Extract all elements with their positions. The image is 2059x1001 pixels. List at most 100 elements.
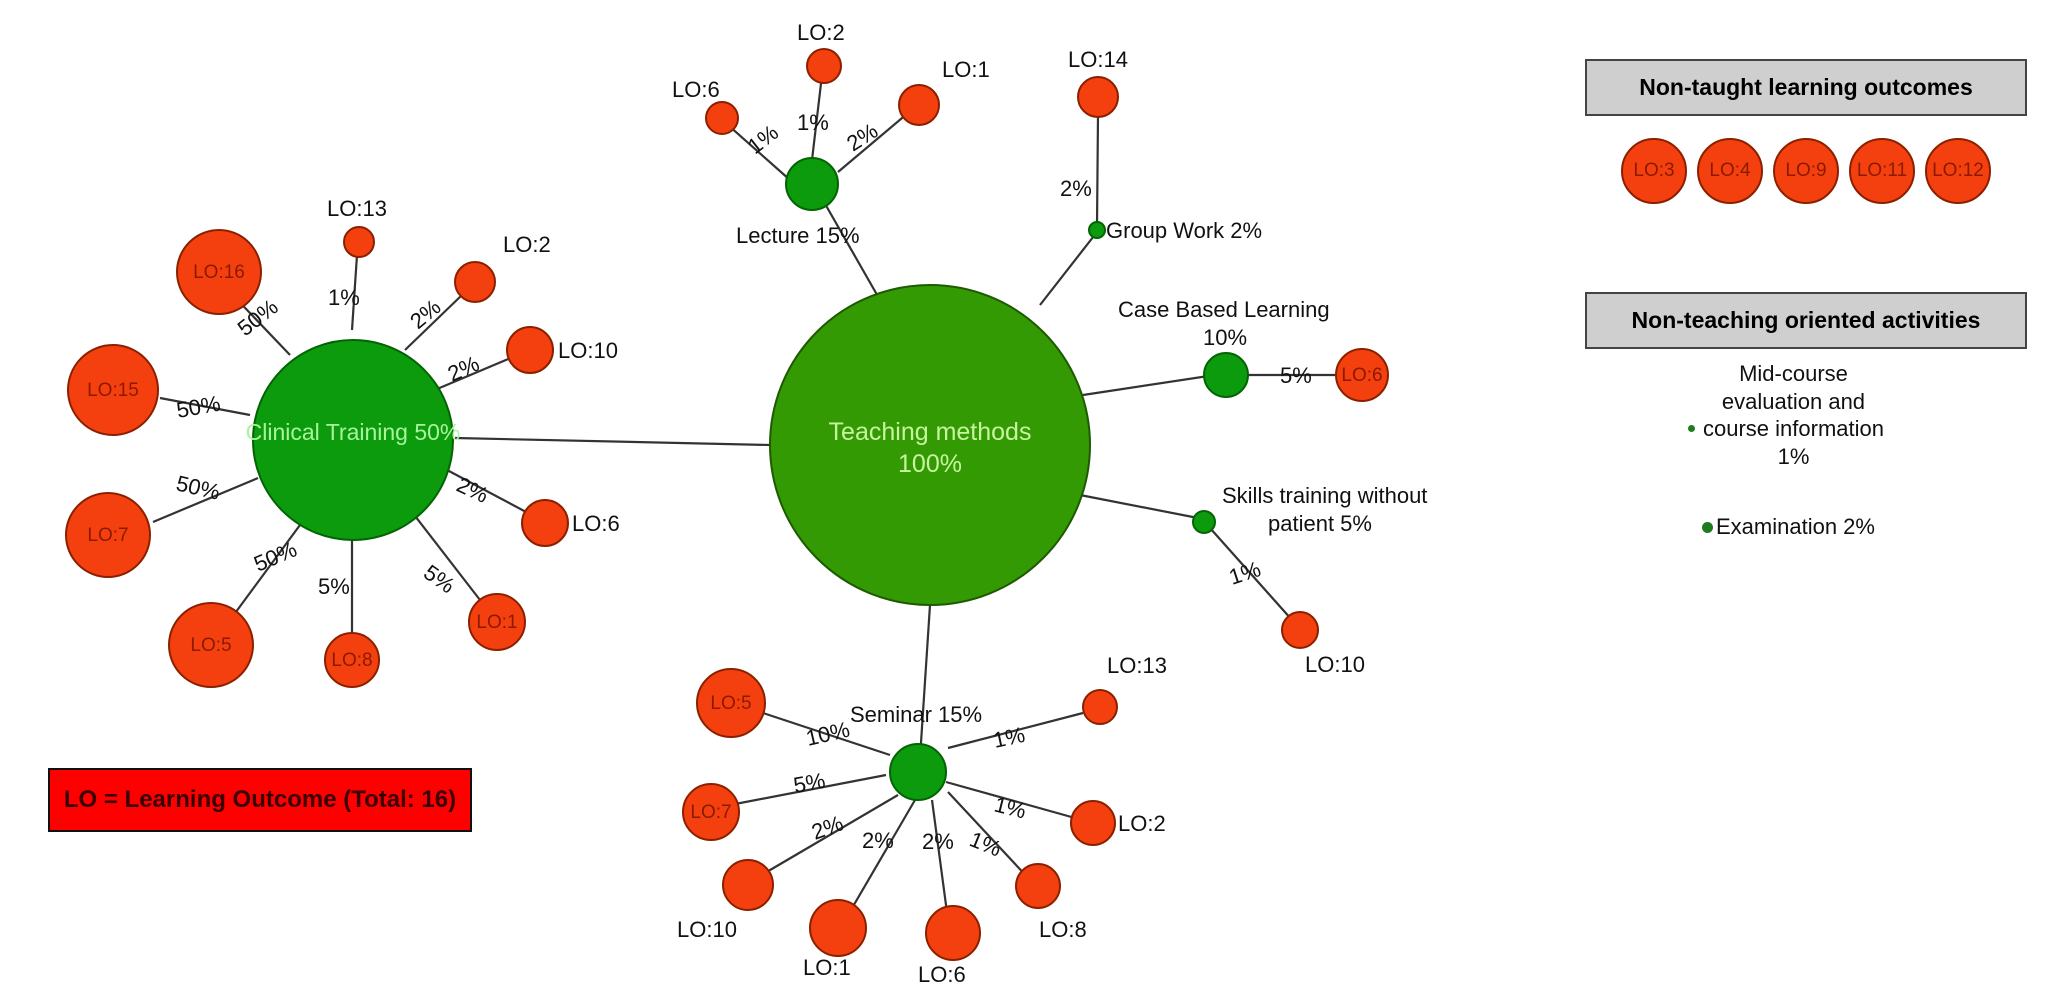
pct-groupwork-lo14: 2% <box>1060 176 1092 201</box>
node-teaching-methods[interactable]: Teaching methods 100% <box>769 284 1091 606</box>
edge-clinical-lo2 <box>404 294 463 351</box>
edge-center-groupwork <box>1039 231 1098 306</box>
label-clinical-lo13: LO:13 <box>327 196 387 221</box>
label-skills-lo10: LO:10 <box>1305 652 1365 677</box>
node-seminar-lo2[interactable] <box>1070 800 1116 846</box>
label-clinical-lo16: LO:16 <box>193 262 245 283</box>
activity-examination-text: Examination 2% <box>1716 514 1875 539</box>
label-clinical-training: Clinical Training 50% <box>246 419 461 445</box>
node-seminar-lo8[interactable] <box>1015 863 1061 909</box>
label-clinical-lo10: LO:10 <box>558 338 618 363</box>
label-seminar-lo7: LO:7 <box>690 802 731 823</box>
edge-seminar-lo7 <box>729 773 887 807</box>
pct-seminar-lo5: 10% <box>804 717 853 751</box>
node-seminar-lo13[interactable] <box>1082 689 1118 725</box>
label-clinical-lo6: LO:6 <box>572 511 620 536</box>
node-cbl-lo6[interactable] <box>1335 348 1389 402</box>
pct-lecture-lo2: 1% <box>797 110 829 135</box>
node-clinical-lo16[interactable] <box>176 229 262 315</box>
node-seminar[interactable] <box>889 743 947 801</box>
green-dot-small-icon <box>1688 424 1695 432</box>
label-clinical-lo8: LO:8 <box>331 650 372 671</box>
node-seminar-lo7[interactable] <box>682 783 740 841</box>
cluster-seminar: Seminar 15% LO:5 10% LO:13 1% LO:7 5% LO… <box>677 653 1167 987</box>
edge-clinical-lo1 <box>404 502 481 601</box>
node-seminar-lo5[interactable] <box>696 668 766 738</box>
label-clinical-lo7: LO:7 <box>87 525 128 546</box>
edge-seminar-lo10 <box>764 794 899 874</box>
edge-lecture-lo2 <box>810 74 824 161</box>
node-clinical-lo8[interactable] <box>324 632 380 688</box>
legend-lo-key: LO = Learning Outcome (Total: 16) <box>48 768 472 832</box>
cluster-skills-training: Skills training without patient 5% LO:10… <box>1192 483 1427 677</box>
label-lecture-lo6: LO:6 <box>672 77 720 102</box>
node-clinical-training[interactable] <box>252 339 454 541</box>
pct-lecture-lo1: 2% <box>842 118 882 156</box>
label-seminar-lo6: LO:6 <box>918 962 966 987</box>
edge-skills-lo10 <box>1209 527 1293 621</box>
edge-clinical-lo13 <box>350 254 359 331</box>
pct-seminar-lo10: 2% <box>808 810 846 844</box>
chip-lo4[interactable]: LO:4 <box>1697 138 1763 204</box>
label-lecture-lo2: LO:2 <box>797 20 845 45</box>
pct-seminar-lo1: 2% <box>862 828 894 853</box>
node-clinical-lo7[interactable] <box>65 492 151 578</box>
label-case-based-1: Case Based Learning <box>1118 297 1330 322</box>
node-case-based-learning[interactable] <box>1203 352 1249 398</box>
edge-center-casebased <box>1082 373 1216 397</box>
pct-seminar-lo13: 1% <box>991 722 1027 753</box>
node-clinical-lo1[interactable] <box>468 593 526 651</box>
center-label-line2: 100% <box>898 450 962 478</box>
pct-lecture-lo6: 1% <box>743 120 783 159</box>
node-skills-training[interactable] <box>1192 510 1216 534</box>
node-lecture-lo2[interactable] <box>806 48 842 84</box>
edge-center-lecture <box>819 194 881 301</box>
edge-clinical-lo10 <box>429 355 514 394</box>
activity-mid-course-text: Mid-course evaluation and course informa… <box>1703 360 1884 470</box>
node-seminar-lo1[interactable] <box>809 899 867 957</box>
node-groupwork-lo14[interactable] <box>1077 76 1119 118</box>
chip-lo11[interactable]: LO:11 <box>1849 138 1915 204</box>
edge-center-clinical <box>454 436 771 447</box>
node-clinical-lo15[interactable] <box>67 344 159 436</box>
pct-clinical-lo10: 2% <box>444 351 483 387</box>
panel-non-taught: Non-taught learning outcomes LO:3 LO:4 L… <box>1585 59 2027 204</box>
node-seminar-lo6[interactable] <box>925 905 981 961</box>
pct-skills-lo10: 1% <box>1226 556 1264 590</box>
node-clinical-lo10[interactable] <box>506 326 554 374</box>
chip-lo3[interactable]: LO:3 <box>1621 138 1687 204</box>
activity-mid-course-line3: course information <box>1703 416 1884 441</box>
label-clinical-lo5: LO:5 <box>190 635 231 656</box>
cluster-lecture: Lecture 15% LO:6 1% LO:2 1% LO:1 2% <box>672 20 990 248</box>
node-group-work[interactable] <box>1088 221 1106 239</box>
activity-mid-course-line4: 1% <box>1777 443 1810 469</box>
node-skills-lo10[interactable] <box>1281 611 1319 649</box>
label-skills-2: patient 5% <box>1268 511 1372 536</box>
node-lecture[interactable] <box>785 157 839 211</box>
node-lecture-lo1[interactable] <box>898 84 940 126</box>
label-cbl-lo6: LO:6 <box>1341 365 1382 386</box>
node-clinical-lo6[interactable] <box>521 499 569 547</box>
edge-seminar-lo1 <box>847 799 916 916</box>
node-clinical-lo13[interactable] <box>343 226 375 258</box>
label-lecture: Lecture 15% <box>736 223 860 248</box>
panel-non-teaching: Non-teaching oriented activities <box>1585 292 2027 349</box>
node-clinical-lo5[interactable] <box>168 602 254 688</box>
chip-lo9[interactable]: LO:9 <box>1773 138 1839 204</box>
node-clinical-lo2[interactable] <box>454 261 496 303</box>
label-seminar-lo8: LO:8 <box>1039 917 1087 942</box>
node-lecture-lo6[interactable] <box>705 101 739 135</box>
pct-seminar-lo7: 5% <box>792 768 828 798</box>
non-taught-chip-row: LO:3 LO:4 LO:9 LO:11 LO:12 <box>1585 138 2027 204</box>
label-seminar: Seminar 15% <box>850 702 982 727</box>
node-seminar-lo10[interactable] <box>722 859 774 911</box>
edge-seminar-lo6 <box>930 799 950 921</box>
label-seminar-lo2: LO:2 <box>1118 811 1166 836</box>
edge-center-seminar <box>918 604 932 759</box>
activity-mid-course[interactable]: Mid-course evaluation and course informa… <box>1688 360 1938 470</box>
chip-lo12[interactable]: LO:12 <box>1925 138 1991 204</box>
edge-lecture-lo6 <box>727 124 791 181</box>
center-label-line1: Teaching methods <box>829 418 1032 446</box>
activity-examination[interactable]: Examination 2% <box>1702 514 1875 540</box>
label-clinical-lo2: LO:2 <box>503 232 551 257</box>
